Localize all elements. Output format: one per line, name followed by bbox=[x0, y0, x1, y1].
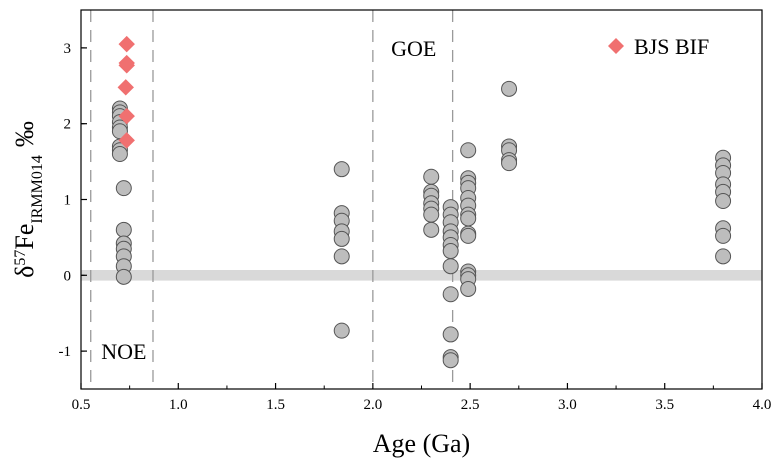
y-axis-title-delta: δ bbox=[10, 266, 39, 278]
y-tick-label: 2 bbox=[64, 117, 72, 133]
data-point-circle bbox=[333, 248, 350, 265]
y-axis-title-mass: 57 bbox=[12, 250, 29, 266]
data-point-circle bbox=[423, 221, 440, 238]
x-tick-label: 2.0 bbox=[363, 397, 382, 413]
y-axis-title-unit: ‰ bbox=[10, 121, 39, 147]
data-point-circle bbox=[715, 193, 732, 210]
data-point-circle bbox=[115, 268, 132, 285]
data-point-circle bbox=[442, 352, 459, 369]
data-point-diamond bbox=[118, 107, 135, 125]
annotations: NOE GOE bbox=[101, 36, 436, 364]
x-tick-label: 1.5 bbox=[266, 397, 285, 413]
x-tick-label: 1.0 bbox=[169, 397, 188, 413]
x-tick-label: 2.5 bbox=[461, 397, 480, 413]
data-point-circle bbox=[115, 180, 132, 197]
x-tick-label: 0.5 bbox=[72, 397, 91, 413]
x-tick-label: 3.5 bbox=[655, 397, 674, 413]
y-tick-label: 1 bbox=[64, 193, 72, 209]
data-point-diamond bbox=[118, 57, 135, 74]
x-axis-title: Age (Ga) bbox=[373, 429, 470, 458]
data-point-circle bbox=[460, 142, 477, 159]
data-point-circle bbox=[501, 80, 518, 97]
x-tick-label: 3.0 bbox=[558, 397, 577, 413]
data-point-diamond bbox=[117, 79, 134, 96]
y-axis-title: δ57FeIRMM014 ‰ bbox=[10, 121, 46, 278]
data-point-circle bbox=[423, 168, 440, 185]
legend-label-bjs-bif: BJS BIF bbox=[634, 34, 709, 59]
data-point-circle bbox=[715, 248, 732, 265]
legend-marker-bjs-bif bbox=[608, 38, 624, 54]
data-point-circle bbox=[460, 210, 477, 227]
reference-band-layer bbox=[81, 269, 762, 281]
data-point-circle bbox=[115, 221, 132, 238]
annotation-goe: GOE bbox=[391, 36, 436, 61]
data-point-circle bbox=[333, 322, 350, 339]
annotation-noe: NOE bbox=[101, 339, 146, 364]
data-point-circle bbox=[333, 230, 350, 247]
y-axis-title-subscript: IRMM014 bbox=[29, 155, 46, 223]
data-point-circle bbox=[442, 286, 459, 303]
data-points-layer bbox=[111, 35, 732, 369]
data-point-circle bbox=[460, 227, 477, 244]
data-point-circle bbox=[333, 161, 350, 178]
data-point-circle bbox=[423, 206, 440, 223]
reference-line-layer bbox=[90, 10, 454, 389]
data-point-circle bbox=[442, 258, 459, 275]
x-axis-ticks: 0.5 1.0 1.5 2.0 2.5 3.0 3.5 4.0 bbox=[72, 383, 772, 413]
data-point-circle bbox=[111, 146, 128, 163]
y-tick-label: 0 bbox=[64, 268, 72, 284]
data-point-diamond bbox=[118, 132, 135, 149]
y-axis-ticks: -1 0 1 2 3 bbox=[59, 41, 87, 360]
legend: BJS BIF bbox=[608, 34, 709, 59]
data-point-circle bbox=[501, 155, 518, 172]
y-axis-title-element: Fe bbox=[10, 224, 39, 250]
reference-band bbox=[81, 269, 762, 281]
data-point-circle bbox=[460, 280, 477, 297]
data-point-diamond bbox=[118, 35, 135, 53]
x-tick-label: 4.0 bbox=[753, 397, 772, 413]
data-point-circle bbox=[442, 326, 459, 343]
data-point-circle bbox=[442, 243, 459, 260]
data-point-circle bbox=[715, 227, 732, 244]
y-tick-label: 3 bbox=[64, 41, 72, 57]
y-tick-label: -1 bbox=[59, 344, 72, 360]
plot-frame bbox=[80, 9, 763, 390]
